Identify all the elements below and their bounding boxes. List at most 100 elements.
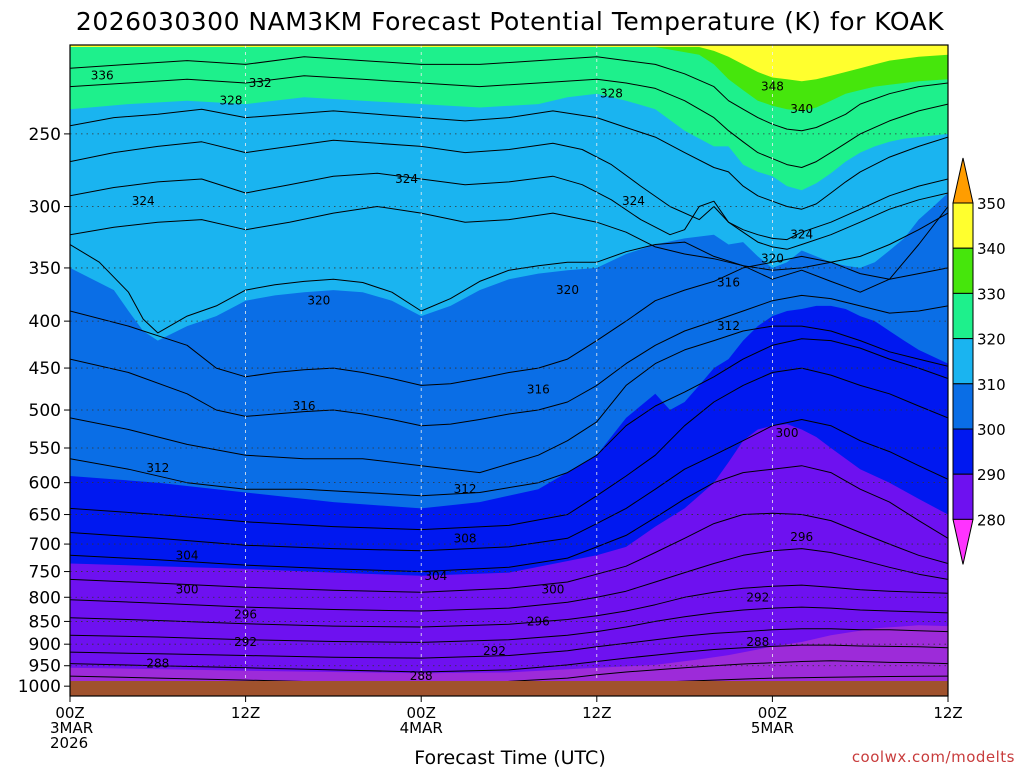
x-tick-label: 3MAR xyxy=(50,719,93,737)
colorbar-bottom-arrow xyxy=(952,518,974,565)
x-tick-label: 2026 xyxy=(50,734,88,752)
contour-label: 292 xyxy=(234,635,257,649)
contour-line xyxy=(70,338,948,497)
chart-title: 2026030300 NAM3KM Forecast Potential Tem… xyxy=(76,7,944,36)
contour-label: 348 xyxy=(761,80,784,94)
x-tick-label: 4MAR xyxy=(400,719,443,737)
contour-label: 292 xyxy=(483,644,506,658)
contour-line xyxy=(70,108,948,210)
colorbar: 350 340 330 320 310 300 290 280 xyxy=(952,157,1006,565)
y-tick-label: 650 xyxy=(29,506,61,526)
y-tick-label: 900 xyxy=(29,635,61,655)
colorbar-label: 310 xyxy=(977,376,1006,394)
y-tick-label: 350 xyxy=(29,259,61,279)
contour-line xyxy=(70,325,948,474)
contour-line xyxy=(70,75,948,168)
y-tick-label: 450 xyxy=(29,359,61,379)
contour-label: 332 xyxy=(249,76,272,90)
y-tick-label: 500 xyxy=(29,401,61,421)
colorbar-label: 290 xyxy=(977,466,1006,484)
contour-label: 324 xyxy=(132,194,155,208)
contour-label: 324 xyxy=(395,172,418,186)
colorbar-band xyxy=(952,247,974,294)
contour-line xyxy=(70,465,948,573)
contour-line xyxy=(70,512,948,593)
colorbar-band xyxy=(952,383,974,430)
contour-label: 308 xyxy=(454,531,477,545)
plot-frame xyxy=(69,44,949,697)
y-tick-label: 850 xyxy=(29,612,61,632)
colorbar-label: 320 xyxy=(977,331,1006,349)
colorbar-top-arrow xyxy=(952,157,974,204)
colorbar-band xyxy=(952,202,974,249)
fill-band-330 xyxy=(70,45,948,191)
contour-label: 324 xyxy=(622,194,645,208)
contour-label: 304 xyxy=(176,548,199,562)
x-tick-label: 12Z xyxy=(231,704,260,722)
colorbar-band xyxy=(952,428,974,475)
contour-labels: 336 332 328 328 348 340 324 324 324 324 320 316 320 3… xyxy=(91,69,813,683)
colorbar-band xyxy=(952,338,974,385)
contour-lines xyxy=(70,56,948,689)
contour-label: 328 xyxy=(600,87,623,101)
x-axis-label: Forecast Time (UTC) xyxy=(414,747,605,768)
x-tick-label: 12Z xyxy=(582,704,611,722)
contour-label: 316 xyxy=(717,276,740,290)
credit-label: coolwx.com/modelts xyxy=(852,748,1015,766)
x-tick-label: 00Z xyxy=(407,704,436,722)
contour-label: 312 xyxy=(717,319,740,333)
ground-surface xyxy=(70,681,948,696)
colorbar-label: 300 xyxy=(977,421,1006,439)
colorbar-band xyxy=(952,292,974,340)
x-tick-label: 12Z xyxy=(933,704,962,722)
contour-line xyxy=(70,584,948,628)
contour-line xyxy=(70,172,948,250)
y-tick-label: 550 xyxy=(29,439,61,459)
fill-band-350 xyxy=(70,45,948,82)
plot-area: 336 332 328 328 348 340 324 324 324 324 320 316 320 3… xyxy=(70,45,948,696)
contour-line xyxy=(70,139,948,241)
contour-line xyxy=(70,419,948,552)
contour-label: 296 xyxy=(527,614,550,628)
contour-label: 312 xyxy=(146,461,169,475)
colorbar-band xyxy=(952,473,974,520)
colorbar-label: 330 xyxy=(977,285,1006,303)
contour-line xyxy=(70,367,948,531)
y-tick-label: 250 xyxy=(29,125,61,145)
contour-label: 328 xyxy=(220,94,243,108)
contour-label: 288 xyxy=(410,669,433,683)
contour-line xyxy=(70,606,948,643)
y-tick-label: 1000 xyxy=(18,677,61,697)
contour-line xyxy=(70,206,948,334)
contour-line xyxy=(70,644,948,673)
contour-label: 296 xyxy=(234,607,257,621)
contour-label: 288 xyxy=(146,657,169,671)
fill-bands xyxy=(70,45,948,674)
contour-line xyxy=(70,628,948,659)
colorbar-label: 280 xyxy=(977,511,1006,529)
contour-line xyxy=(70,56,948,132)
y-tick-label: 300 xyxy=(29,198,61,218)
y-tick-label: 950 xyxy=(29,657,61,677)
contour-label: 292 xyxy=(746,590,769,604)
colorbar-label: 340 xyxy=(977,240,1006,258)
contour-label: 288 xyxy=(746,635,769,649)
contour-label: 320 xyxy=(307,294,330,308)
contour-label: 304 xyxy=(424,569,447,583)
y-tick-label: 800 xyxy=(29,588,61,608)
contour-label: 340 xyxy=(790,102,813,116)
contour-label: 300 xyxy=(776,426,799,440)
contour-label: 300 xyxy=(176,583,199,597)
contour-label: 324 xyxy=(790,228,813,242)
y-tick-label: 750 xyxy=(29,563,61,583)
x-tick-label: 00Z xyxy=(55,704,84,722)
contour-label: 320 xyxy=(556,283,579,297)
y-tick-label: 400 xyxy=(29,312,61,332)
contour-line xyxy=(70,548,948,612)
y-tick-label: 700 xyxy=(29,535,61,555)
fill-band-340 xyxy=(70,45,948,111)
y-axis: 250 300 350 400 450 500 550 600 650 700 750 800 850 9… xyxy=(18,125,70,697)
contour-label: 312 xyxy=(454,482,477,496)
colorbar-label: 350 xyxy=(977,195,1006,213)
